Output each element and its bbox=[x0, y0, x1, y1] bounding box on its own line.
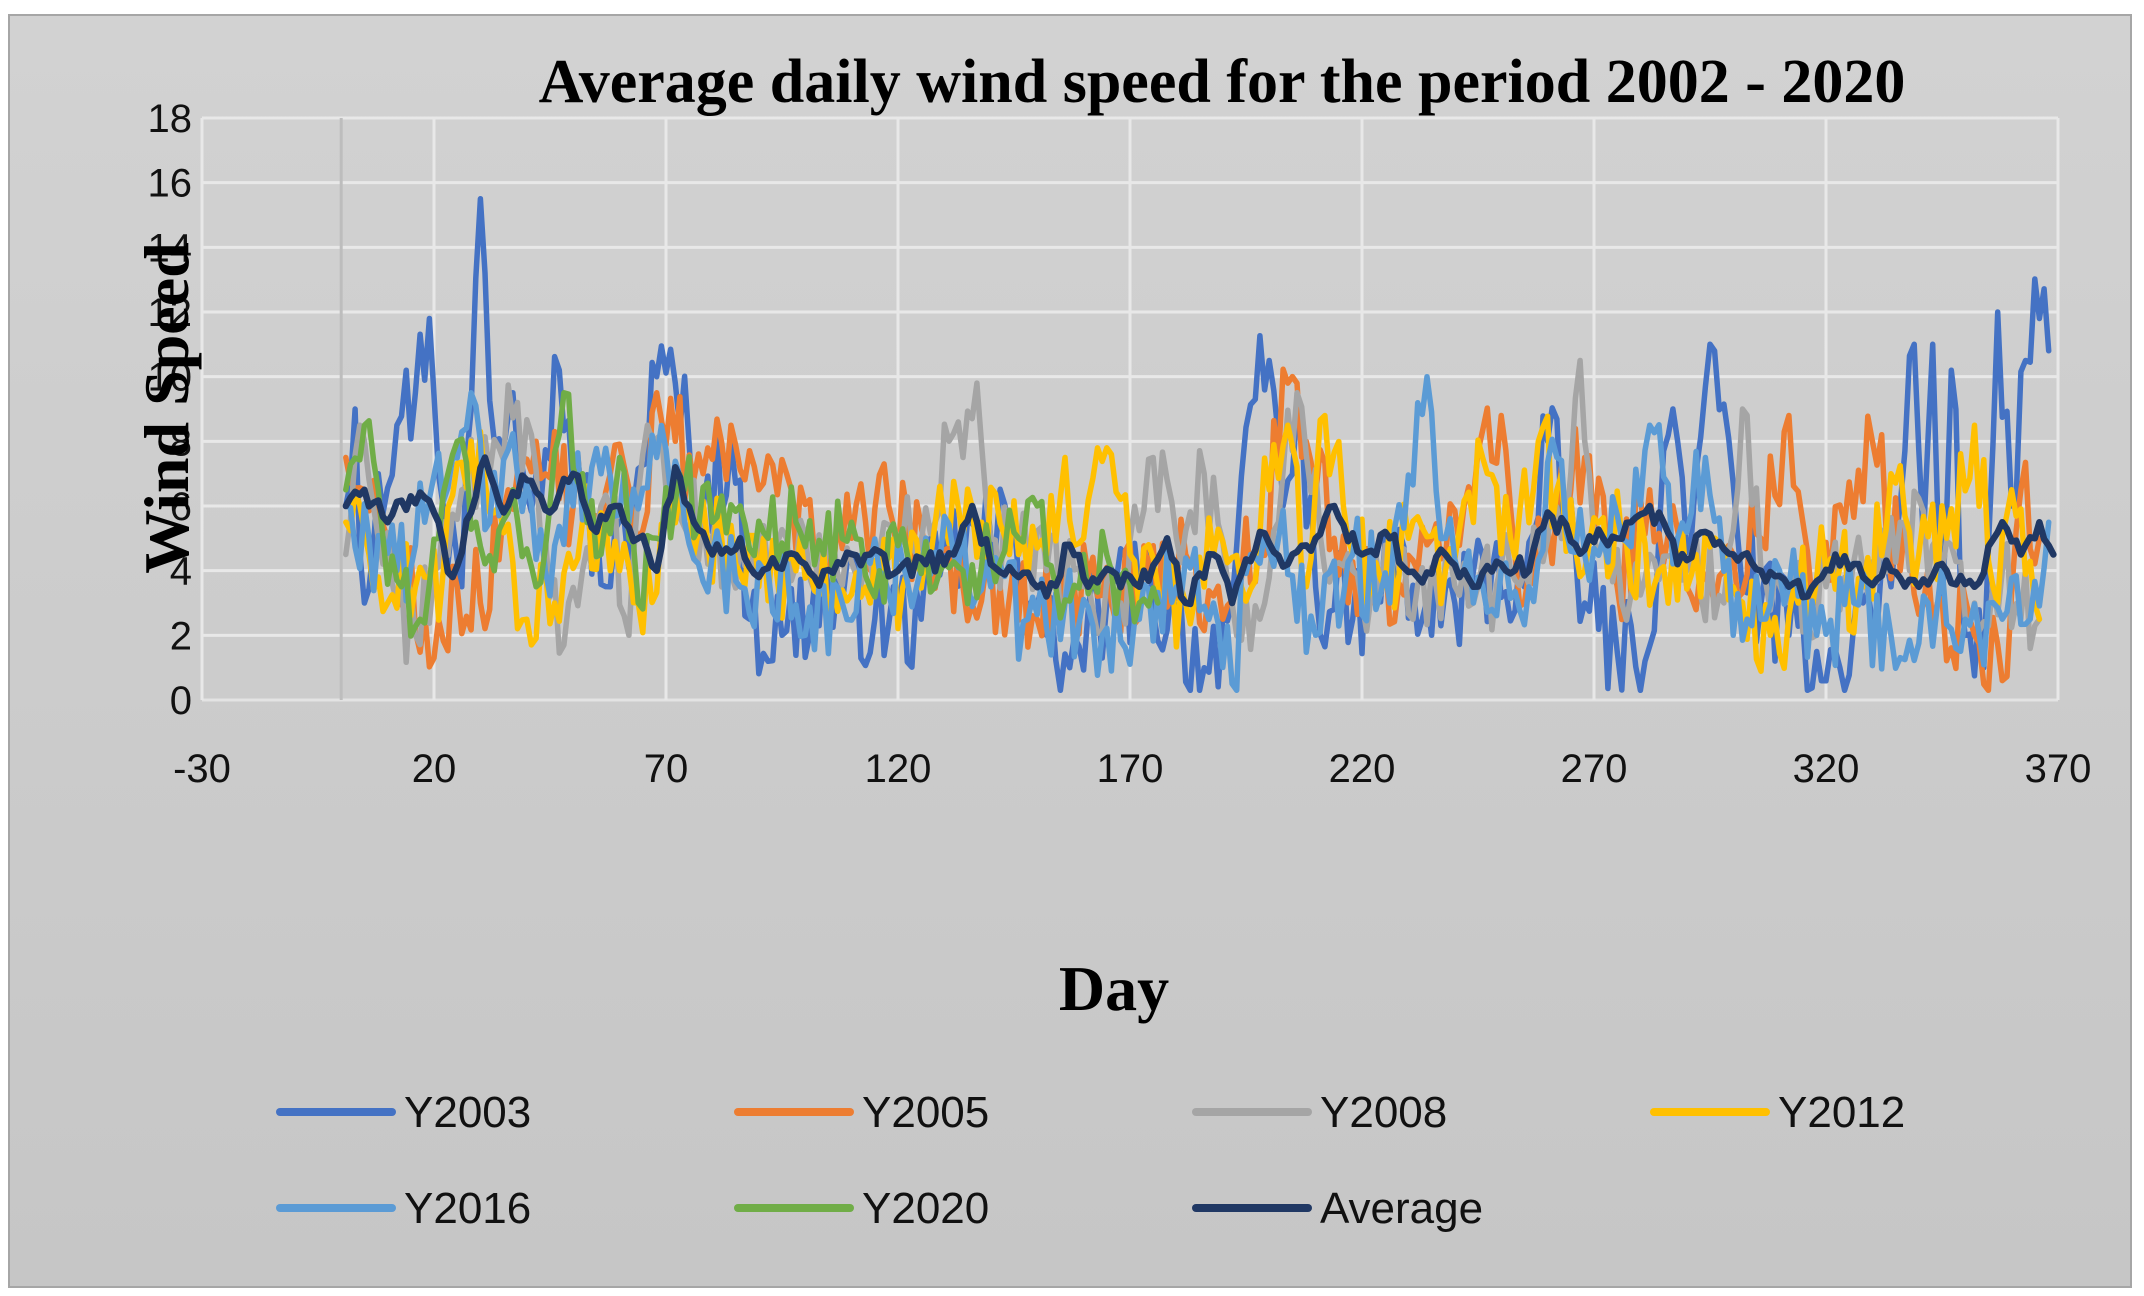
legend-label-y2020: Y2020 bbox=[862, 1184, 989, 1233]
series-line-y2008 bbox=[343, 357, 2043, 666]
x-tick-label: 320 bbox=[1793, 747, 1860, 791]
x-tick-label: 120 bbox=[865, 747, 932, 791]
legend-label-average: Average bbox=[1320, 1184, 1483, 1233]
y-tick-label: 8 bbox=[170, 420, 192, 464]
axis-layer: 0 2 4 6 8 10 12 14 16 18 -30 20 70 120 170 220 270 320 370 bbox=[148, 97, 2092, 791]
y-tick-label: 12 bbox=[148, 291, 193, 335]
legend-label-y2016: Y2016 bbox=[404, 1184, 531, 1233]
legend-label-y2008: Y2008 bbox=[1320, 1088, 1447, 1137]
x-tick-label: 170 bbox=[1097, 747, 1164, 791]
chart-title: Average daily wind speed for the period … bbox=[539, 48, 1906, 116]
legend-label-y2003: Y2003 bbox=[404, 1088, 531, 1137]
y-tick-label: 6 bbox=[170, 485, 192, 529]
x-tick-label: 270 bbox=[1561, 747, 1628, 791]
x-axis-title: Day bbox=[1059, 953, 1169, 1024]
x-tick-label: 70 bbox=[644, 747, 689, 791]
y-tick-label: 14 bbox=[148, 226, 193, 270]
y-tick-label: 18 bbox=[148, 97, 193, 141]
x-tick-label: -30 bbox=[173, 747, 231, 791]
chart-svg: 0 2 4 6 8 10 12 14 16 18 -30 20 70 120 170 220 270 320 370… bbox=[131, 48, 2092, 1233]
series-line-y2012 bbox=[343, 412, 2043, 674]
x-tick-label: 370 bbox=[2025, 747, 2092, 791]
series-line-average bbox=[342, 454, 2057, 608]
y-tick-label: 10 bbox=[148, 356, 193, 400]
series-line-y2020 bbox=[343, 390, 1161, 639]
y-tick-label: 16 bbox=[148, 162, 193, 206]
legend-label-y2005: Y2005 bbox=[862, 1088, 989, 1137]
y-axis-title: Wind Speed bbox=[131, 242, 202, 573]
series-layer bbox=[342, 196, 2057, 694]
y-tick-label: 4 bbox=[170, 550, 192, 594]
legend-label-y2012: Y2012 bbox=[1778, 1088, 1905, 1137]
x-tick-label: 20 bbox=[412, 747, 457, 791]
y-tick-label: 0 bbox=[170, 679, 192, 723]
legend: Y2003 Y2005 Y2008 Y2012 Y2016 Y2020 Average bbox=[276, 1088, 1905, 1233]
x-tick-label: 220 bbox=[1329, 747, 1396, 791]
chart-area: 0 2 4 6 8 10 12 14 16 18 -30 20 70 120 170 220 270 320 370… bbox=[8, 14, 2132, 1288]
y-tick-label: 2 bbox=[170, 614, 192, 658]
